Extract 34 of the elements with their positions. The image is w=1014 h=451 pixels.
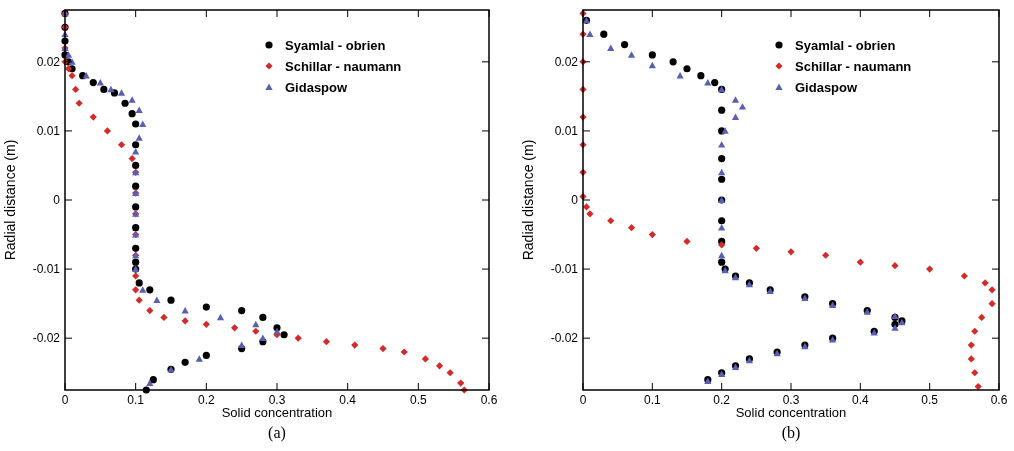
y-tick-label: 0 [571, 193, 579, 207]
y-tick-label: 0 [53, 193, 61, 207]
x-tick-label: 0.6 [990, 393, 1008, 407]
y-tick-label: 0.02 [36, 54, 61, 69]
x-tick-label: 0.1 [127, 393, 145, 407]
legend-label: Schillar - naumann [795, 58, 912, 74]
x-tick-label: 0.3 [268, 393, 286, 407]
x-tick-label: 0.2 [197, 393, 215, 407]
x-tick-label: 0.5 [921, 393, 939, 407]
legend-label: Syamlal - obrien [285, 37, 386, 53]
x-tick-label: 0.1 [643, 393, 661, 407]
legend-label: Schillar - naumann [285, 58, 402, 74]
y-tick-label: 0.02 [554, 54, 579, 69]
x-tick-label: 0.4 [339, 393, 357, 407]
x-tick-label: 0.6 [480, 393, 498, 407]
x-tick-label: 0.5 [409, 393, 427, 407]
text: (b) [781, 424, 801, 442]
x-axis-title: Solid concentration [735, 405, 847, 420]
legend-label: Gidaspow [285, 79, 349, 95]
y-tick-label: 0.01 [36, 123, 61, 138]
x-tick-label: 0.4 [851, 393, 869, 407]
x-axis-title: Solid concentration [221, 405, 333, 420]
y-tick-label: -0.02 [32, 331, 61, 346]
y-axis-title: Radial distance (m) [520, 139, 536, 261]
y-tick-label: -0.01 [550, 262, 579, 277]
y-tick-label: -0.01 [32, 262, 61, 277]
y-axis-title: Radial distance (m) [2, 139, 18, 261]
x-tick-label: 0.3 [782, 393, 800, 407]
legend-label: Gidaspow [795, 79, 859, 95]
y-tick-label: -0.02 [550, 331, 579, 346]
y-tick-label: 0.01 [554, 123, 579, 138]
legend-label: Syamlal - obrien [795, 37, 896, 53]
text: (a) [268, 424, 286, 442]
x-tick-label: 0.2 [713, 393, 731, 407]
